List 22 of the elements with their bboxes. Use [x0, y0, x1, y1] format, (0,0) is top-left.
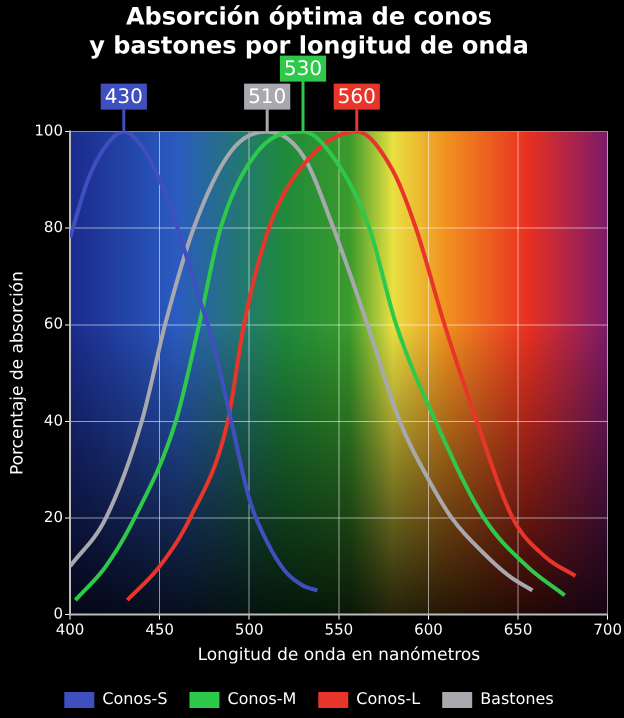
y-tick-label: 20	[44, 508, 64, 526]
x-tick-label: 500	[234, 620, 264, 638]
x-axis-title: Longitud de onda en nanómetros	[198, 645, 480, 666]
x-tick-label: 650	[504, 620, 532, 638]
annotation: 510	[248, 84, 286, 108]
x-tick-label: 450	[145, 620, 174, 638]
y-tick-label: 100	[34, 121, 64, 140]
legend-label: Conos-L	[356, 689, 420, 708]
legend-label: Conos-M	[227, 689, 296, 708]
y-tick-label: 0	[53, 604, 64, 622]
annotation: 430	[104, 84, 143, 108]
x-tick-label: 600	[414, 620, 443, 638]
y-axis-title: Porcentaje de absorción	[8, 271, 28, 476]
y-tick-label: 40	[44, 411, 64, 430]
x-tick-label: 400	[56, 620, 84, 638]
legend-label: Conos-S	[102, 689, 168, 708]
legend-label: Bastones	[480, 689, 554, 708]
annotation: 560	[338, 84, 376, 108]
y-tick-label: 80	[44, 218, 64, 236]
x-tick-label: 550	[324, 620, 354, 638]
x-tick-label: 700	[593, 620, 622, 638]
y-tick-label: 60	[44, 314, 64, 333]
